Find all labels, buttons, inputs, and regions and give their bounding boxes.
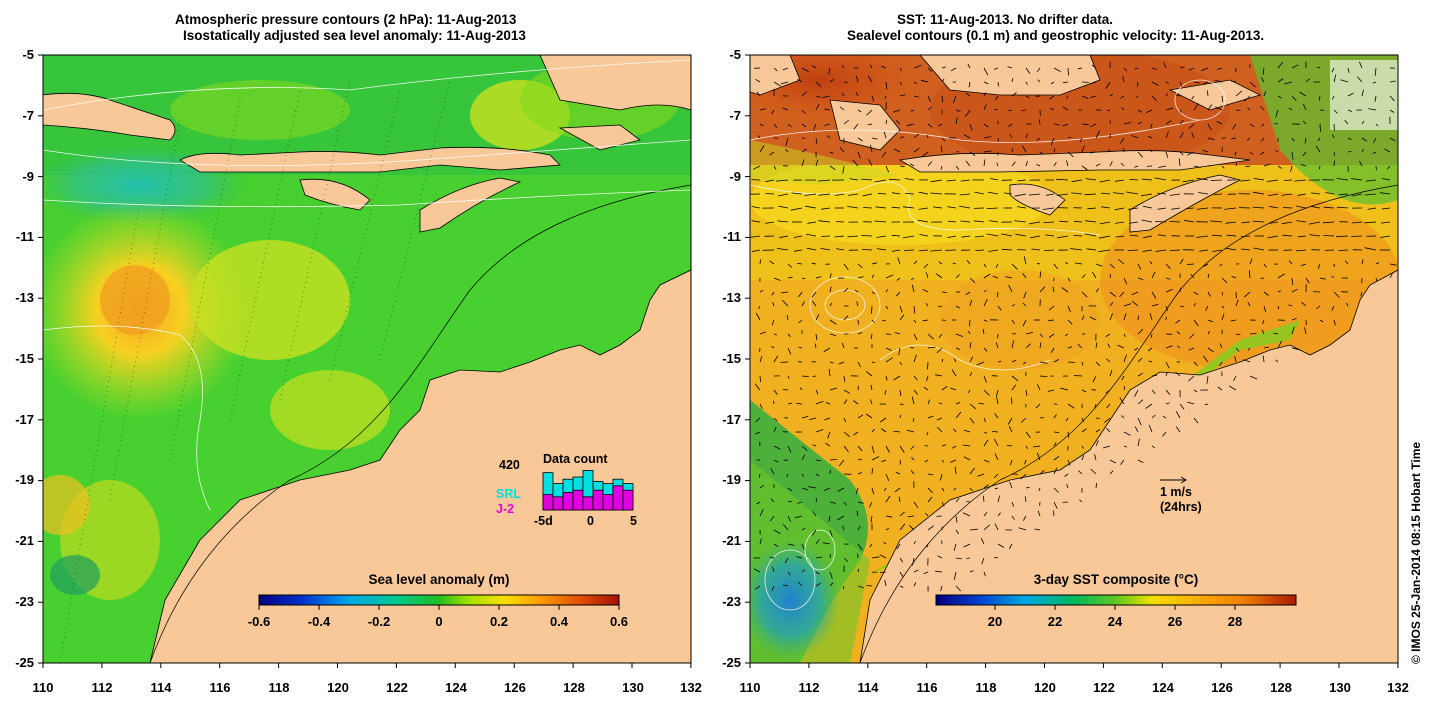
data-count-chart	[542, 469, 634, 511]
data-count-axis-label: 0	[587, 514, 594, 528]
y-tick: -5	[729, 47, 741, 62]
y-tick: -19	[722, 472, 741, 487]
right-colorbar	[935, 594, 1297, 606]
x-tick: 130	[1329, 680, 1351, 695]
y-tick: -9	[22, 169, 34, 184]
x-tick: 112	[91, 680, 113, 695]
data-count-title: Data count	[543, 452, 608, 466]
right-colorbar-tick: 24	[1107, 614, 1123, 629]
right-colorbar-tick: 26	[1167, 614, 1183, 629]
left-colorbar-tick: -0.4	[307, 614, 331, 629]
y-tick: -17	[15, 412, 34, 427]
velocity-scale-sublabel: (24hrs)	[1160, 500, 1202, 514]
right-colorbar-title: 3-day SST composite (°C)	[1033, 572, 1199, 587]
data-count-j2-bar	[612, 485, 624, 511]
x-tick: 116	[209, 680, 231, 695]
y-tick: -23	[722, 594, 741, 609]
x-tick: 120	[327, 680, 349, 695]
velocity-scale-label: 1 m/s	[1160, 485, 1192, 499]
y-tick: -13	[722, 290, 741, 305]
data-count-j2-label: J-2	[496, 502, 515, 516]
y-tick: -7	[22, 108, 34, 123]
x-tick: 112	[798, 680, 820, 695]
x-tick: 122	[1093, 680, 1115, 695]
x-tick: 132	[1387, 680, 1409, 695]
y-tick: -19	[15, 472, 34, 487]
y-tick: -15	[722, 351, 741, 366]
right-colorbar-tick: 20	[987, 614, 1003, 629]
y-tick: -7	[729, 108, 741, 123]
x-tick: 114	[857, 680, 879, 695]
right-colorbar-tick: 28	[1227, 614, 1243, 629]
data-count-j2-bar	[552, 496, 564, 511]
y-tick: -5	[22, 47, 34, 62]
x-tick: 120	[1034, 680, 1056, 695]
left-map	[43, 55, 691, 663]
left-colorbar-tick: 0.6	[609, 614, 629, 629]
y-tick: -23	[15, 594, 34, 609]
left-colorbar-title: Sea level anomaly (m)	[368, 572, 510, 587]
left-colorbar-tick: 0.2	[489, 614, 509, 629]
data-count-j2-bar	[592, 489, 604, 511]
right-map	[750, 55, 1398, 663]
data-count-j2-bar	[582, 496, 594, 511]
x-tick: 124	[445, 680, 467, 695]
x-tick: 114	[150, 680, 172, 695]
x-tick: 130	[622, 680, 644, 695]
y-tick: -13	[15, 290, 34, 305]
y-tick: -11	[722, 229, 741, 244]
y-tick: -21	[15, 533, 34, 548]
data-count-j2-bar	[542, 494, 554, 511]
x-tick: 126	[504, 680, 526, 695]
right-title-line1: SST: 11-Aug-2013. No drifter data.	[897, 12, 1114, 27]
y-tick: -15	[15, 351, 34, 366]
x-tick: 110	[739, 680, 761, 695]
left-colorbar-tick: 0	[435, 614, 443, 629]
x-tick: 118	[975, 680, 997, 695]
x-tick: 126	[1211, 680, 1233, 695]
data-count-j2-bar	[622, 489, 634, 511]
x-tick: 110	[32, 680, 54, 695]
right-title-line2: Sealevel contours (0.1 m) and geostrophi…	[847, 28, 1265, 43]
data-count-max: 420	[499, 458, 520, 472]
y-tick: -21	[722, 533, 741, 548]
left-colorbar-tick: 0.4	[549, 614, 569, 629]
x-tick: 116	[916, 680, 938, 695]
x-tick: 128	[563, 680, 585, 695]
left-colorbar	[258, 594, 620, 606]
x-tick: 118	[268, 680, 290, 695]
x-tick: 122	[386, 680, 408, 695]
x-tick: 132	[680, 680, 702, 695]
left-title-line1: Atmospheric pressure contours (2 hPa): 1…	[175, 12, 517, 27]
left-colorbar-tick: -0.2	[367, 614, 391, 629]
data-count-j2-bar	[572, 489, 584, 511]
y-tick: -17	[722, 412, 741, 427]
right-colorbar-tick: 22	[1047, 614, 1063, 629]
y-tick: -11	[15, 229, 34, 244]
left-colorbar-tick: -0.6	[247, 614, 271, 629]
data-count-srl-label: SRL	[496, 487, 521, 501]
x-tick: 128	[1270, 680, 1292, 695]
y-tick: -25	[722, 655, 741, 670]
y-tick: -9	[729, 169, 741, 184]
data-count-j2-bar	[562, 491, 574, 511]
y-tick: -25	[15, 655, 34, 670]
x-tick: 124	[1152, 680, 1174, 695]
data-count-axis-label: -5d	[534, 514, 553, 528]
left-title-line2: Isostatically adjusted sea level anomaly…	[183, 28, 526, 43]
data-count-axis-label: 5	[630, 514, 637, 528]
data-count-j2-bar	[602, 494, 614, 511]
copyright-label: © IMOS 25-Jan-2014 08:15 Hobart Time	[1409, 441, 1423, 664]
